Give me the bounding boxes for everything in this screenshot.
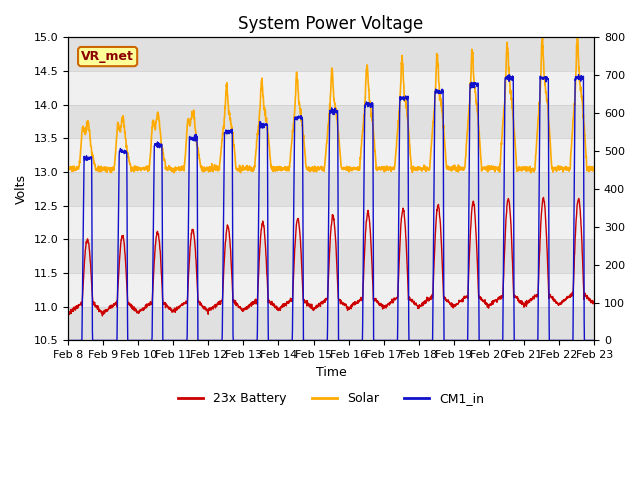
Legend: 23x Battery, Solar, CM1_in: 23x Battery, Solar, CM1_in [173,387,489,410]
Bar [68,240,594,273]
Y-axis label: Volts: Volts [15,174,28,204]
Title: System Power Voltage: System Power Voltage [239,15,424,33]
Bar [68,71,594,105]
Text: VR_met: VR_met [81,50,134,63]
Bar [68,172,594,206]
Bar [68,37,594,71]
Bar [68,307,594,340]
Bar [68,138,594,172]
Bar [68,206,594,240]
Bar [68,105,594,138]
X-axis label: Time: Time [316,366,346,379]
Bar [68,273,594,307]
